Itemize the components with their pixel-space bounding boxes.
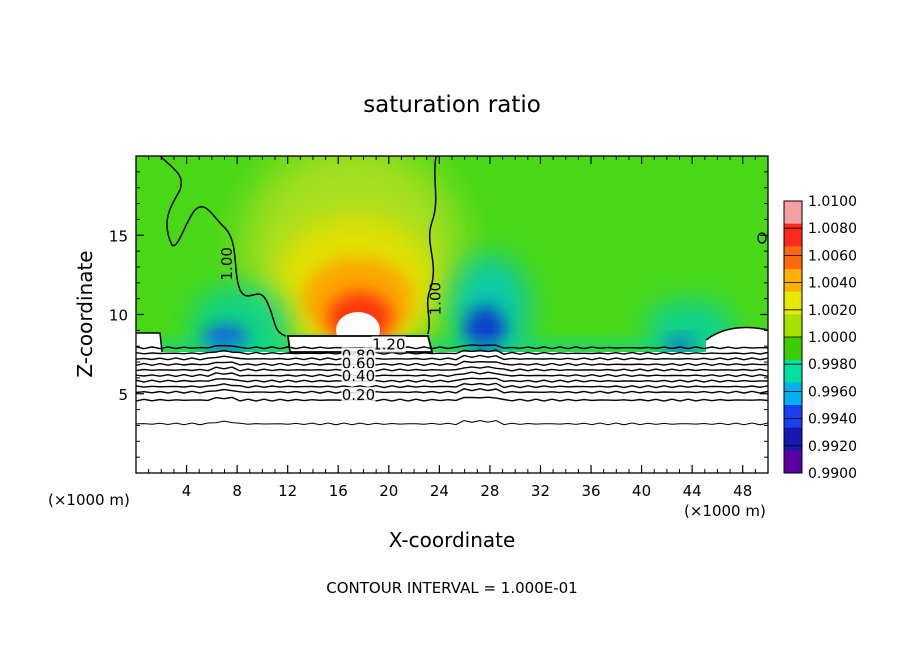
chart-title: saturation ratio — [363, 92, 541, 118]
contour-label-bg — [341, 387, 376, 404]
contour-line — [136, 388, 768, 394]
y-tick-label: 10 — [109, 307, 128, 325]
contour-line — [136, 349, 768, 355]
colorbar: 1.0100 1.0080 1.0060 1.0040 1.0020 1.0000 0.99… — [783, 194, 857, 482]
colorbar-band — [784, 291, 802, 315]
colorbar-label: 0.9920 — [808, 439, 857, 455]
y-tick-label: 5 — [118, 386, 128, 404]
x-tick-label: 28 — [480, 482, 499, 500]
contour-lines — [136, 156, 768, 353]
contour-line — [136, 354, 768, 361]
contour-line — [136, 419, 768, 426]
y-tick-label: 15 — [109, 227, 128, 245]
y-axis-ticks: 5 10 15 — [109, 171, 768, 458]
contour-line — [136, 382, 768, 389]
saturation-field — [136, 156, 768, 473]
colorbar-label: 1.0100 — [808, 194, 857, 210]
contour-label-bg — [341, 355, 376, 372]
colorbar-band — [784, 337, 802, 361]
colorbar-label: 1.0000 — [808, 330, 857, 346]
colorbar-label: 0.9980 — [808, 357, 857, 373]
x-tick-label: 44 — [683, 482, 702, 500]
x-tick-label: 24 — [430, 482, 449, 500]
contour-line — [136, 396, 768, 402]
horizontal-contours — [136, 344, 768, 426]
colorbar-label: 1.0040 — [808, 276, 857, 292]
colorbar-band — [784, 314, 802, 338]
contour-line — [136, 360, 768, 367]
colorbar-band — [784, 201, 802, 225]
contour-line — [136, 371, 768, 378]
contour-interval-note: CONTOUR INTERVAL = 1.000E-01 — [326, 579, 577, 597]
x-tick-label: 20 — [379, 482, 398, 500]
x-tick-label: 16 — [329, 482, 348, 500]
contour-label: 0.40 — [342, 367, 375, 385]
colorbar-band — [784, 405, 802, 429]
x-unit-left: (×1000 m) — [48, 491, 130, 509]
x-tick-label: 32 — [531, 482, 550, 500]
contour-label: 1.00 — [427, 282, 445, 315]
contour-line — [136, 344, 768, 350]
colorbar-band — [784, 359, 802, 383]
colorbar-label: 1.0060 — [808, 248, 857, 264]
colorbar-band — [784, 246, 802, 270]
colorbar-band — [784, 223, 802, 247]
contour-label-bg — [341, 368, 376, 385]
x-tick-label: 36 — [581, 482, 600, 500]
colorbar-label: 1.0020 — [808, 303, 857, 319]
x-axis-ticks: 4 8 12 16 20 24 28 32 36 40 44 48 — [148, 156, 756, 500]
colorbar-label: 0.9960 — [808, 384, 857, 400]
contour-label-bg — [371, 336, 406, 353]
y-axis-label: Z-coordinate — [73, 250, 97, 377]
contour-line — [136, 365, 768, 372]
colorbar-band — [784, 269, 802, 293]
contour-label: 0.20 — [342, 386, 375, 404]
colorbar-label: 0.9940 — [808, 412, 857, 428]
x-tick-label: 4 — [182, 482, 192, 500]
contour-line — [136, 377, 768, 383]
x-unit-right: (×1000 m) — [684, 502, 766, 520]
contour-label: 0.60 — [342, 354, 375, 372]
contour-label: 1.20 — [372, 335, 405, 353]
x-axis-label: X-coordinate — [389, 528, 516, 552]
contour-labels: 1.001.001.200.800.600.400.20 — [218, 247, 445, 404]
x-tick-label: 40 — [632, 482, 651, 500]
colorbar-band — [784, 450, 802, 474]
x-tick-label: 8 — [232, 482, 242, 500]
x-tick-label: 48 — [733, 482, 752, 500]
x-tick-label: 12 — [278, 482, 297, 500]
colorbar-label: 0.9900 — [808, 466, 857, 482]
colorbar-band — [784, 427, 802, 451]
colorbar-band — [784, 382, 802, 406]
contour-label: 1.00 — [218, 247, 236, 280]
colorbar-label: 1.0080 — [808, 221, 857, 237]
